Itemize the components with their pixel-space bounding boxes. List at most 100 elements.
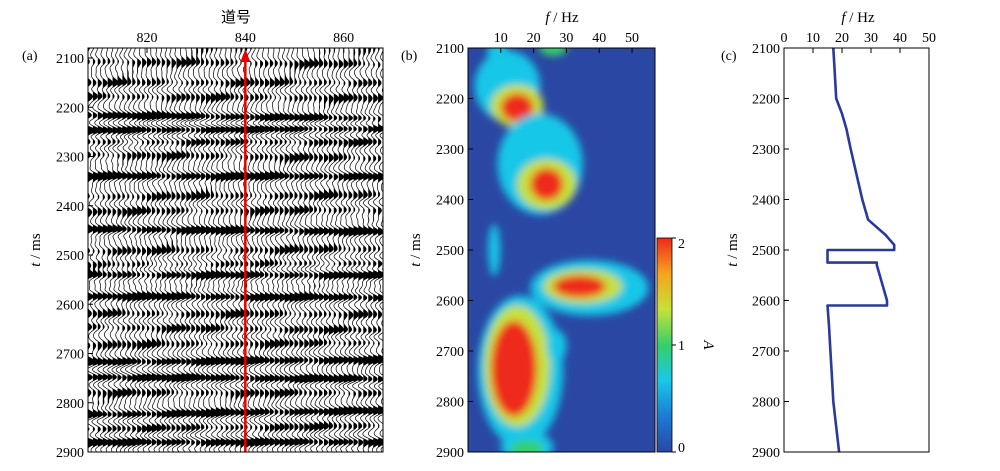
c-y-tick-label: 2700 [752,345,780,360]
trace-fill [186,54,194,446]
trace-fill [368,48,376,452]
seismic-wiggles [88,48,390,457]
trace-wiggle [333,48,347,452]
panel-a-frame [87,47,384,453]
trace-fill [294,60,303,446]
trace-wiggle [219,48,234,452]
c-y-tick-label: 2200 [752,93,780,108]
panel-c-xlabel: f / Hz [841,10,875,26]
trace-fill [127,60,135,447]
trace-wiggle [205,48,220,452]
c-y-tick-label: 2900 [752,446,780,461]
b-y-tick-label: 2500 [436,244,464,259]
trace-fill [235,48,243,452]
a-y-tick-label: 2100 [56,52,84,67]
trace-fill [255,61,263,447]
energy-blob-layer [490,320,537,417]
c-x-tick-label: 0 [781,31,788,46]
trace-wiggle [318,48,331,452]
a-x-tick-label: 860 [333,31,354,46]
trace-wiggle [373,48,383,452]
trace-fill [269,60,277,447]
trace-wiggle [362,48,377,452]
trace-fill [274,60,282,447]
trace-wiggle [342,48,357,452]
trace-fill [363,48,371,452]
panel-a-tag: (a) [22,49,38,64]
panel-b-y-ticks: 2100 2200 2300 2400 2500 2600 2700 2800 2900 [436,42,473,461]
panel-c-tag: (c) [721,49,737,64]
panel-a-y-ticks: 2100 2200 2300 2400 2500 2600 2700 2800 2900 [56,52,93,461]
b-y-tick-label: 2200 [436,93,464,108]
b-y-tick-label: 2900 [436,446,464,461]
panel-b-tag: (b) [401,49,418,64]
c-y-tick-label: 2300 [752,143,780,158]
energy-blob-layer [500,93,534,122]
a-y-tick-label: 2800 [56,397,84,412]
c-y-tick-label: 2600 [752,295,780,310]
panel-a-x-ticks: 820 840 860 [137,31,354,53]
a-y-tick-label: 2400 [56,200,84,215]
colorbar-tick-label: 1 [678,339,685,354]
trace-fill [176,58,185,446]
panel-a-ylabel: t / ms [28,233,44,267]
panel-c: (c) f / Hz t / ms 0 10 20 30 40 50 2100 2200 23… [721,10,936,461]
c-x-tick-label: 20 [835,31,849,46]
frequency-line [826,47,896,453]
panel-c-y-ticks: 2100 2200 2300 2400 2500 2600 2700 2800 2900 [752,42,789,461]
trace-fill [383,48,390,457]
a-y-tick-label: 2700 [56,348,84,363]
trace-fill [299,60,307,446]
trace-wiggle [248,48,264,452]
energy-tail [487,48,508,72]
trace-wiggle [229,48,243,452]
panel-b: (b) f / Hz t / ms 10 20 30 40 50 21002200230… [401,10,716,461]
energy-blob-layer [510,440,544,452]
trace-fill [181,57,190,446]
panel-b-ylabel: t / ms [408,233,424,267]
trace-wiggle [337,48,352,452]
energy-blob-layer [553,275,606,298]
trace-fill [279,60,287,447]
c-y-tick-label: 2800 [752,396,780,411]
a-y-tick-label: 2600 [56,298,84,313]
b-y-tick-label: 2400 [436,194,464,209]
c-x-tick-label: 40 [893,31,907,46]
trace-fill [289,61,297,447]
trace-wiggle [88,48,101,452]
energy-tail [488,224,501,276]
panel-a: (a) 道号 t / ms 820 840 860 2100 2200 2300 2400… [22,9,390,461]
panel-c-frame [783,47,930,453]
a-y-tick-label: 2500 [56,249,84,264]
marked-trace-arrowhead [240,49,251,62]
trace-fill [333,48,342,447]
trace-wiggle [244,48,259,452]
b-y-tick-label: 2300 [436,143,464,158]
b-y-tick-label: 2100 [436,42,464,57]
b-x-tick-label: 30 [559,31,573,46]
trace-wiggle [313,48,326,452]
trace-fill [284,61,292,447]
trace-fill [171,58,179,446]
c-x-tick-label: 10 [806,31,820,46]
trace-fill [260,61,268,447]
trace-fill [304,59,313,446]
c-y-tick-label: 2500 [752,244,780,259]
trace-fill [161,58,168,447]
trace-fill [92,48,101,448]
b-x-tick-label: 10 [494,31,508,46]
trace-fill [107,58,115,447]
trace-fill [373,48,381,448]
b-x-tick-label: 20 [527,31,541,46]
trace-wiggle [347,48,362,452]
a-y-tick-label: 2200 [56,101,84,116]
panel-a-xlabel: 道号 [221,9,251,26]
c-y-tick-label: 2100 [752,42,780,57]
energy-tail [539,48,568,56]
panel-c-ylabel: t / ms [725,233,741,267]
trace-fill [378,48,383,448]
colorbar [656,237,673,453]
trace-wiggle [284,48,298,452]
trace-wiggle [323,48,336,452]
